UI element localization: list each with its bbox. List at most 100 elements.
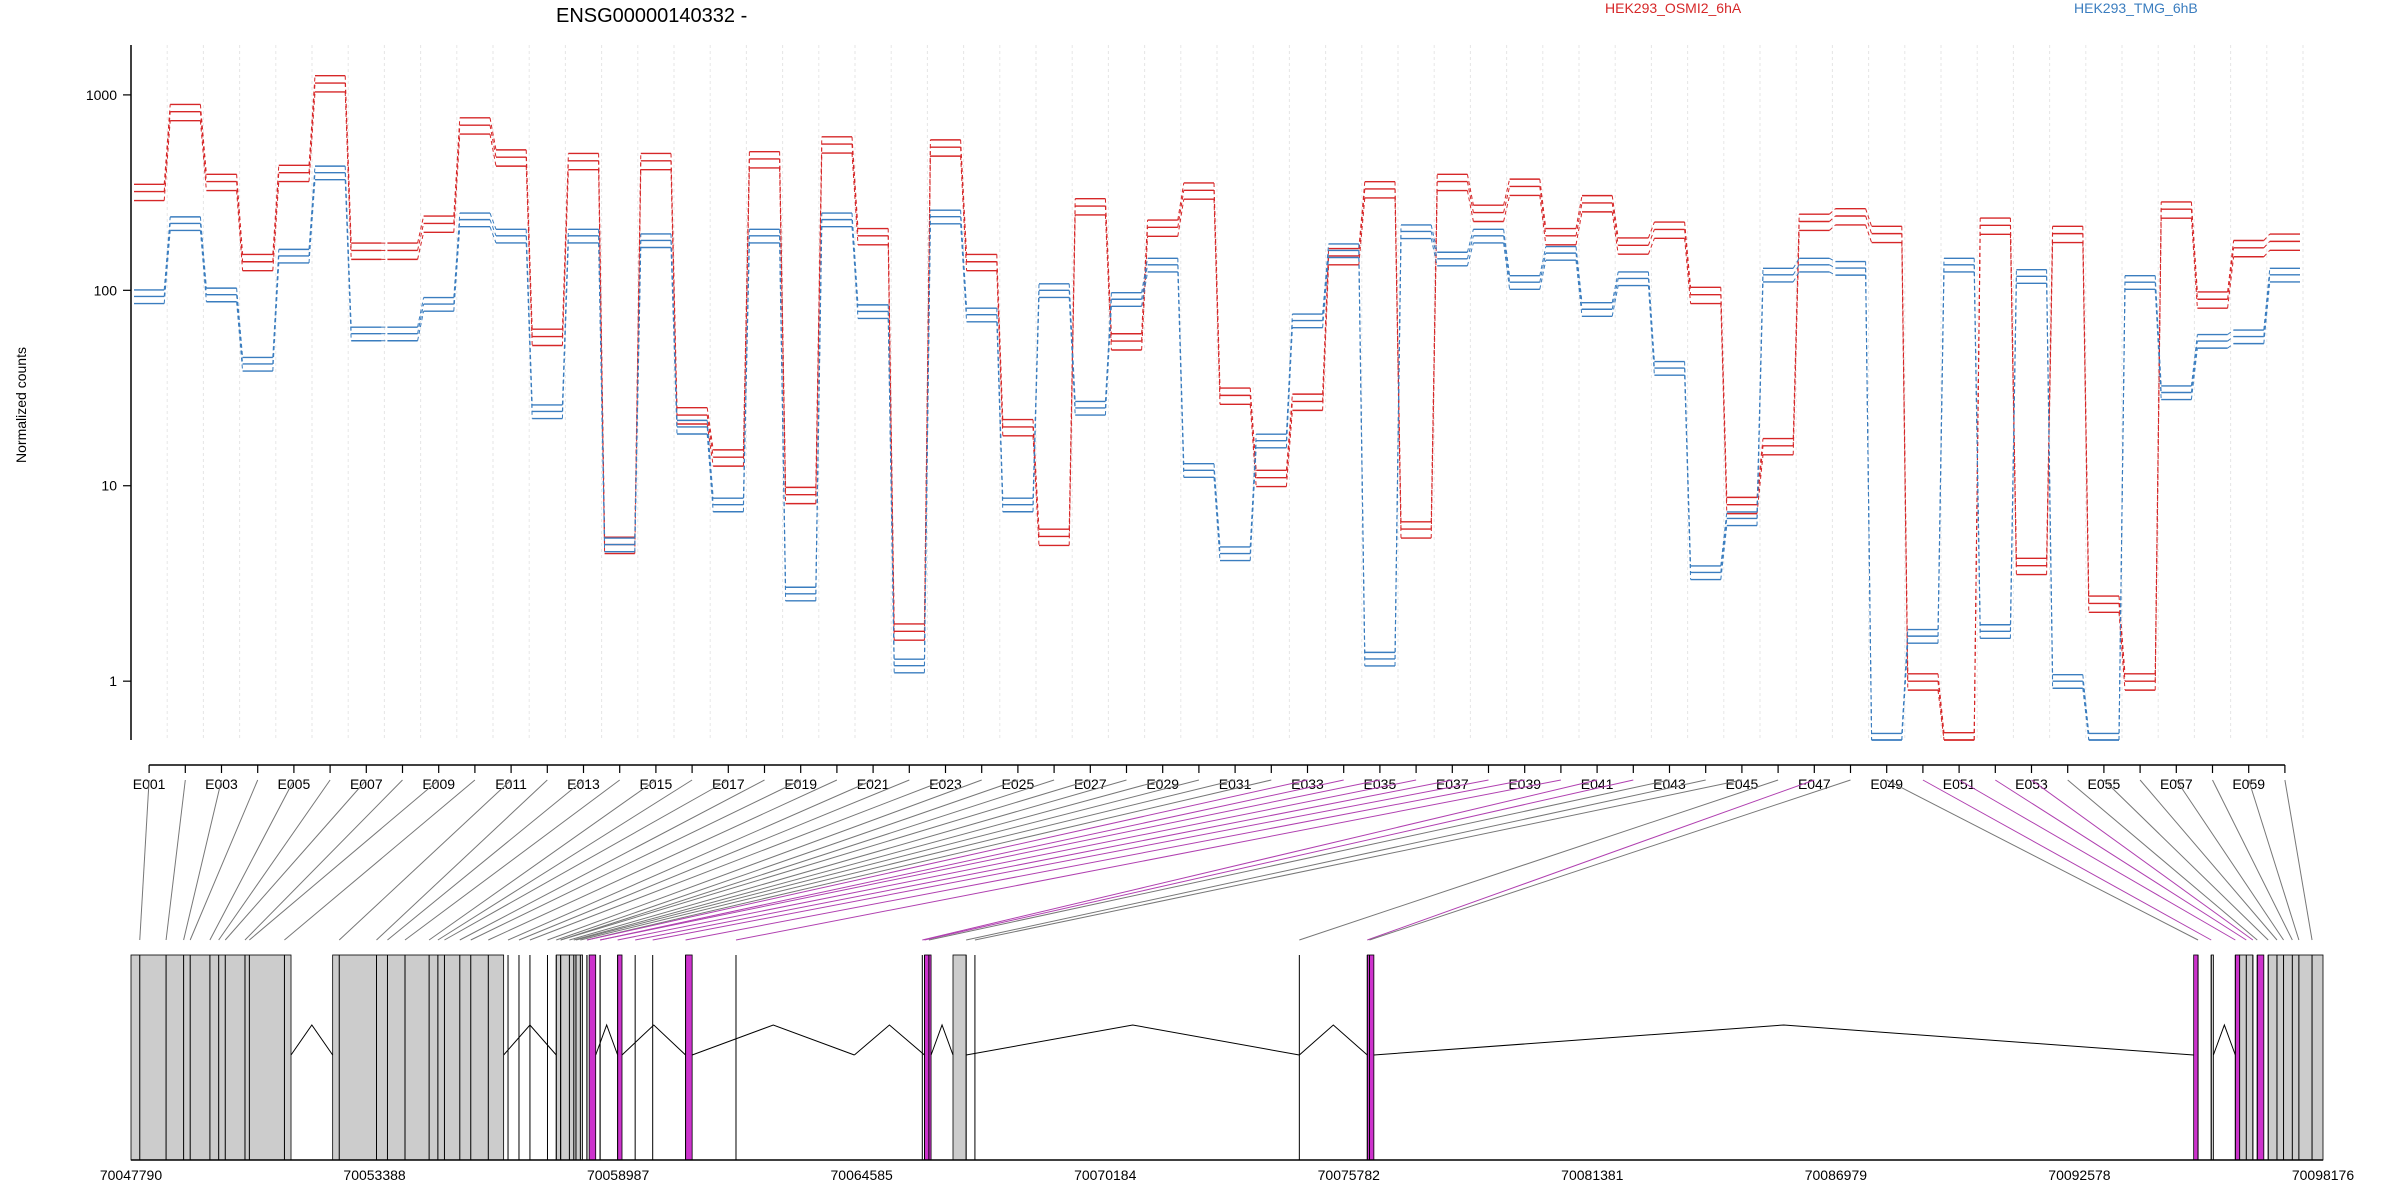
series-connector [2263,249,2271,258]
series-connector [525,149,533,330]
exon-box [2234,954,2241,1161]
x-tick-label: E045 [1726,776,1759,792]
series-connector [1647,271,1655,362]
x-tick-label: E055 [2088,776,2121,792]
series-connector [1466,181,1474,213]
exon-connector [338,779,512,941]
x-tick-label: E011 [495,776,527,792]
series-connector [163,111,171,192]
exon-connector [249,779,440,941]
series-connector [1829,257,1836,262]
intron-line [290,1024,334,1056]
series-connector [1466,190,1474,222]
exon-box [1366,954,1375,1161]
series-connector [1865,275,1873,741]
series-connector [996,321,1004,512]
series-connector [1466,174,1474,206]
series-connector [2227,336,2234,342]
series-connector [1249,447,1257,561]
series-connector [236,181,244,262]
series-connector [2009,234,2017,575]
exon-box [685,954,693,1161]
series-connector [923,139,931,624]
x-tick-label: E057 [2160,776,2193,792]
exon-connector [218,779,331,941]
series-connector [2190,218,2198,309]
series-connector [236,174,244,255]
exon-connector [586,779,1308,941]
exon-connectors [139,779,2313,941]
series-connector [163,216,171,290]
series-connector [1032,419,1040,530]
series-connector [1141,236,1149,351]
series-connector [1829,271,1836,276]
y-tick-label: 1000 [86,87,117,103]
series-connector [1575,253,1583,310]
series-1-replicate-2 [134,179,2300,741]
intron-line [1373,1024,2194,1056]
series-connector [634,247,642,552]
series-connector [199,223,207,295]
series-connector [1937,681,1945,741]
x-tick-label: E039 [1508,776,1541,792]
series-connector [489,125,497,158]
series-connector [742,242,750,512]
series-connector [1611,278,1619,310]
exon-connector [1995,779,2247,941]
series-connector [1466,235,1474,259]
series-connector [2190,201,2198,292]
exon-axis: E001 E003 E005 E007 E009 E011 E013 E015 E017 E019… [133,764,2286,792]
exon-connector [518,779,910,941]
exon-connector [244,779,403,941]
series-connector [779,242,787,601]
exon-connector [569,779,1127,941]
series-connector [272,165,280,255]
series-connector [1901,643,1909,741]
exon-connector [2212,779,2293,941]
intron-line [691,1024,855,1056]
series-connector [1322,248,1330,395]
series-connector [163,104,171,185]
series-connector [923,223,931,673]
series-connector [1466,229,1474,253]
series-connector [272,181,280,271]
exon-connector [735,779,1561,941]
series-connector [1177,199,1185,237]
x-tick-label: E013 [567,776,600,792]
series-connector [163,230,171,304]
series-connector [1720,525,1728,580]
exon-connector [1299,779,1779,941]
series-connector [1792,264,1800,276]
exon-box [617,954,623,1161]
series-connector [1937,271,1945,644]
exon-connector [209,779,295,941]
series-connector [1249,434,1257,548]
series-connector [851,153,859,245]
series-connector [2082,242,2090,613]
exon-connector [1922,779,2212,941]
series-connector [1430,231,1438,259]
x-tick-label: E007 [350,776,383,792]
series-connector [1503,235,1511,283]
series-connector [1213,199,1221,405]
series-connector [1901,226,1909,674]
exon-connector [966,779,1706,941]
series-connector [2046,226,2054,559]
exon-connector [2067,779,2258,941]
series-connector [1539,195,1547,245]
x-tick-label: E003 [205,776,238,792]
series-connector [779,229,787,588]
exon-box [2267,954,2324,1161]
series-connector [489,219,497,237]
series-connector [2154,289,2162,400]
series-connector [2190,334,2198,387]
series-connector [2263,233,2271,241]
genome-tick-label: 70092578 [2048,1167,2111,1183]
series-connector [1322,250,1330,321]
series-connector [1829,208,1836,215]
series-connector [706,414,714,458]
exon-connector [376,779,548,941]
x-tick-label: E047 [1798,776,1831,792]
series-connector [1032,297,1040,512]
exon-connector [183,779,222,941]
